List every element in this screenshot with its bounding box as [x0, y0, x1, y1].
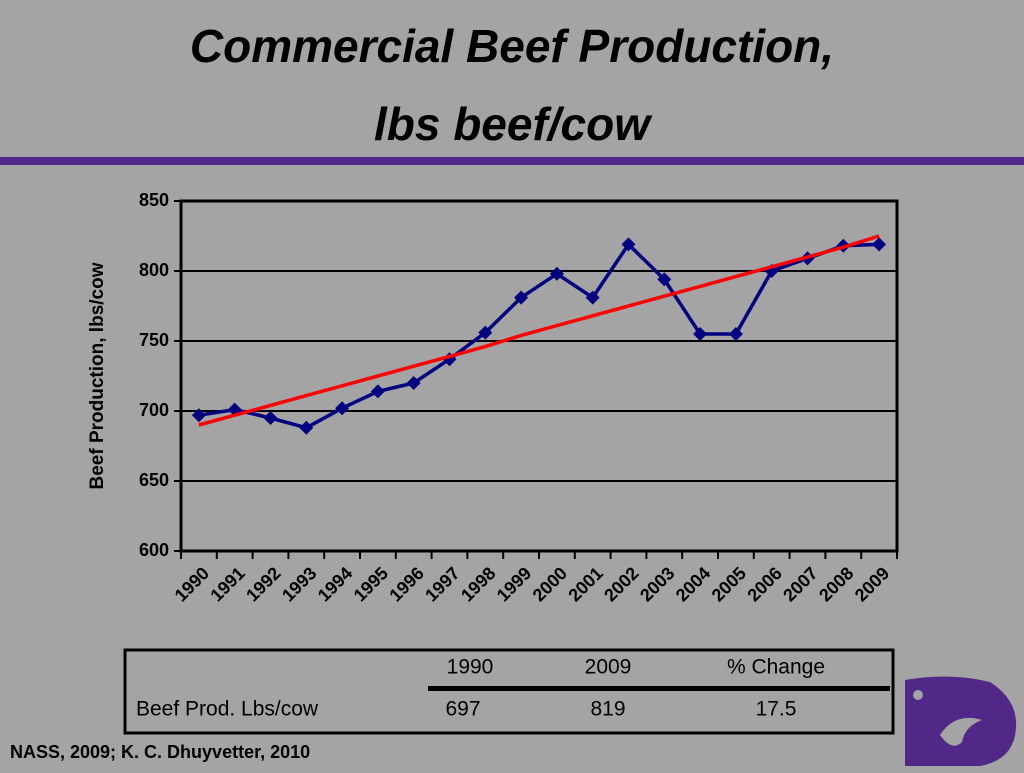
data-point [693, 327, 708, 341]
y-tick-label: 850 [139, 190, 169, 210]
x-tick-label: 1999 [493, 563, 535, 605]
data-point [299, 420, 314, 435]
data-point [728, 327, 743, 341]
data-point [585, 290, 600, 305]
data-point [657, 272, 672, 287]
x-tick-label: 2003 [636, 563, 678, 605]
x-tick-label: 1991 [206, 563, 248, 605]
table-cell: 819 [590, 698, 625, 721]
x-tick-label: 1997 [421, 563, 463, 605]
logo [905, 676, 1017, 766]
data-point [478, 325, 493, 340]
title-rule [0, 157, 1024, 165]
x-tick-label: 1992 [242, 563, 284, 605]
title-line: lbs beef/cow [374, 98, 653, 150]
x-tick-label: 2005 [708, 563, 750, 605]
x-tick-label: 1996 [385, 563, 427, 605]
data-point [370, 384, 385, 399]
x-tick-label: 2002 [600, 563, 642, 605]
y-tick-label: 650 [139, 470, 169, 490]
data-point [621, 237, 636, 252]
table-cell: 17.5 [756, 698, 797, 721]
x-tick-label: 2007 [779, 563, 821, 605]
table-border [123, 648, 895, 735]
table-row-label: Beef Prod. Lbs/cow [136, 698, 319, 721]
table-header: % Change [727, 656, 825, 679]
table-header: 1990 [447, 656, 494, 679]
y-tick-label: 600 [139, 540, 169, 560]
x-tick-label: 2001 [564, 563, 606, 605]
y-axis-title: Beef Production, lbs/cow [87, 262, 108, 489]
x-tick-label: 1998 [457, 563, 499, 605]
table-cell: 697 [445, 698, 480, 721]
data-point [335, 401, 350, 416]
y-tick-label: 750 [139, 330, 169, 350]
plot-border [179, 199, 899, 553]
source-note: NASS, 2009; K. C. Dhuyvetter, 2010 [10, 742, 310, 762]
data-point [549, 266, 564, 281]
series-line [198, 242, 880, 430]
series-line [198, 234, 880, 427]
x-tick-label: 1994 [314, 563, 356, 605]
table-header: 2009 [585, 656, 632, 679]
data-point [514, 290, 529, 305]
x-tick-label: 2006 [743, 563, 785, 605]
x-tick-label: 1990 [171, 563, 213, 605]
data-point [263, 411, 278, 425]
title-line: Commercial Beef Production, [190, 20, 834, 72]
x-tick-label: 1995 [350, 563, 392, 605]
x-tick-label: 2009 [851, 563, 893, 605]
x-tick-label: 2000 [529, 563, 571, 605]
y-tick-label: 700 [139, 400, 169, 420]
y-tick-label: 800 [139, 260, 169, 280]
x-tick-label: 2008 [815, 563, 857, 605]
x-tick-label: 2004 [672, 563, 714, 605]
table-header-rule [428, 686, 890, 691]
data-point [191, 408, 206, 423]
data-point [872, 237, 887, 252]
x-tick-label: 1993 [278, 563, 320, 605]
data-point [406, 376, 421, 390]
